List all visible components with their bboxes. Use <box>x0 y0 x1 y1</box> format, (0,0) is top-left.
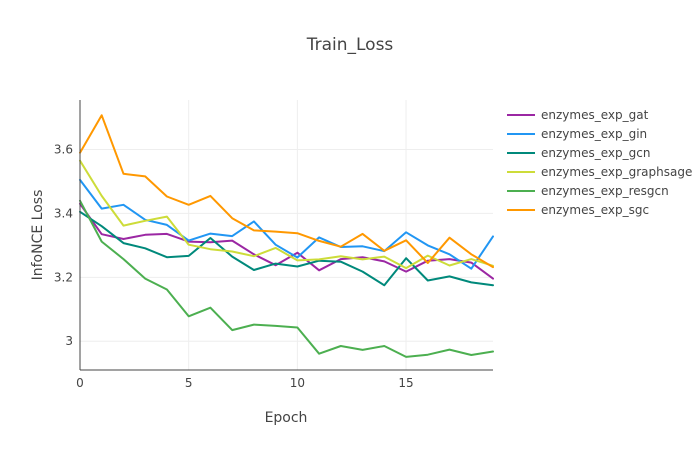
y-tick-label: 3 <box>65 334 73 348</box>
series-line-enzymes-exp-graphsage <box>79 159 494 270</box>
chart-title: Train_Loss <box>306 35 394 55</box>
legend-label: enzymes_exp_sgc <box>541 203 649 217</box>
y-tick-label: 3.6 <box>54 143 73 157</box>
y-tick-label: 3.2 <box>54 270 73 284</box>
grid <box>79 100 493 370</box>
y-axis-title: InfoNCE Loss <box>30 190 46 281</box>
legend-label: enzymes_exp_gat <box>541 108 649 122</box>
axes <box>79 100 493 371</box>
series-line-enzymes-exp-sgc <box>79 114 494 269</box>
legend-label: enzymes_exp_gin <box>541 127 647 141</box>
x-axis-title: Epoch <box>265 410 308 426</box>
legend-label: enzymes_exp_graphsage <box>541 165 692 179</box>
series-line-enzymes-exp-gin <box>79 178 494 270</box>
x-tick-label: 5 <box>185 376 193 390</box>
y-tick-label: 3.4 <box>54 206 73 220</box>
series-line-enzymes-exp-resgcn <box>79 199 494 358</box>
series-lines <box>79 114 494 358</box>
x-tick-label: 10 <box>290 376 305 390</box>
x-tick-label: 0 <box>76 376 84 390</box>
series-line-enzymes-exp-gcn <box>79 210 494 287</box>
legend-label: enzymes_exp_gcn <box>541 146 650 160</box>
series-line-enzymes-exp-gat <box>79 202 494 280</box>
legend-label: enzymes_exp_resgcn <box>541 184 669 198</box>
tick-labels: 0 5 10 15 3 3.2 3.4 3.6 <box>54 143 414 390</box>
x-tick-label: 15 <box>398 376 413 390</box>
legend: enzymes_exp_gat enzymes_exp_gin enzymes_ex… <box>507 108 692 217</box>
